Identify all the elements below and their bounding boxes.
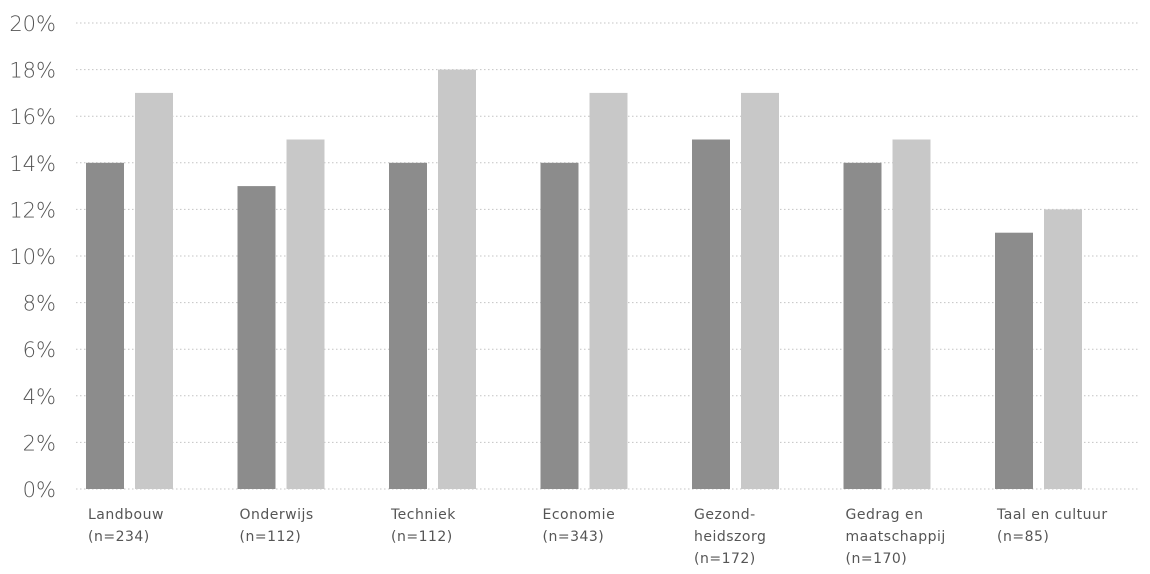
bar-series1-2	[389, 162, 427, 490]
y-tick-label: 6%	[23, 338, 56, 362]
bar-series2-0	[135, 92, 173, 490]
x-category-label: (n=170)	[846, 551, 908, 567]
x-category-label: heidszorg	[694, 529, 766, 545]
x-category-label: (n=112)	[240, 529, 302, 545]
bar-series2-4	[741, 92, 779, 490]
x-category-label: Gezond-	[694, 507, 756, 523]
x-category-label: (n=343)	[543, 529, 605, 545]
x-category-label: Economie	[543, 507, 616, 523]
y-axis-tick-labels: 0% 2% 4% 6% 8% 10% 12% 14% 16% 18% 20%	[9, 12, 56, 502]
x-category-label: Onderwijs	[240, 507, 314, 523]
y-tick-label: 14%	[9, 152, 56, 176]
y-tick-label: 8%	[23, 292, 56, 316]
y-tick-label: 4%	[23, 385, 56, 409]
y-tick-label: 0%	[23, 478, 56, 502]
bar-series1-0	[86, 162, 124, 490]
y-tick-label: 2%	[23, 431, 56, 455]
bars	[86, 69, 1082, 490]
x-category-label: Landbouw	[88, 507, 164, 523]
x-category-label: Techniek	[390, 507, 456, 523]
bar-series1-3	[540, 162, 579, 490]
x-axis-category-labels: Landbouw (n=234) Onderwijs (n=112) Techniek (…	[88, 507, 1108, 567]
y-tick-label: 20%	[9, 12, 56, 36]
bar-series2-2	[438, 69, 476, 489]
bar-series1-6	[995, 232, 1033, 489]
bar-series2-5	[892, 139, 931, 489]
y-tick-label: 16%	[9, 105, 56, 129]
bar-series2-1	[286, 139, 325, 489]
y-tick-label: 10%	[9, 245, 56, 269]
y-tick-label: 18%	[9, 59, 56, 83]
x-category-label: (n=172)	[694, 551, 756, 567]
y-tick-label: 12%	[9, 198, 56, 222]
x-category-label: (n=234)	[88, 529, 150, 545]
x-category-label: Taal en cultuur	[996, 507, 1108, 523]
x-category-label: (n=85)	[997, 529, 1049, 545]
bar-series1-5	[843, 162, 882, 490]
bar-series1-1	[237, 186, 276, 489]
bar-series2-3	[589, 92, 628, 490]
x-category-label: maatschappij	[846, 529, 946, 545]
bar-series1-4	[692, 139, 730, 489]
x-category-label: (n=112)	[391, 529, 453, 545]
x-category-label: Gedrag en	[846, 507, 924, 523]
bar-series2-6	[1044, 209, 1082, 489]
